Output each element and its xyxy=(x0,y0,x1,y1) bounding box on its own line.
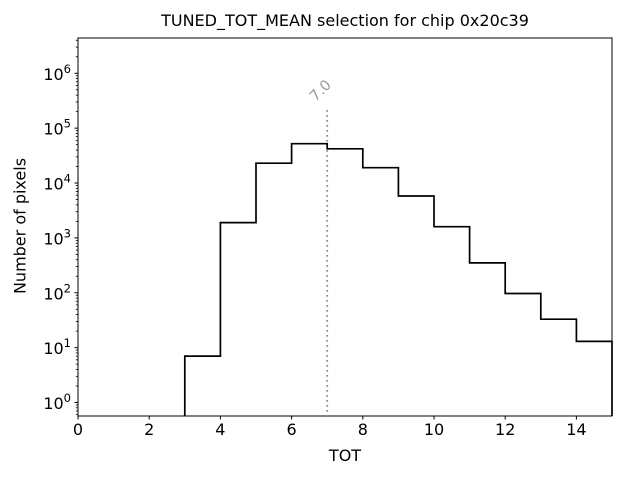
y-tick-label: 103 xyxy=(43,226,71,248)
y-axis-minor-ticks xyxy=(75,39,78,416)
x-tick-label: 8 xyxy=(358,420,368,439)
x-tick-label: 14 xyxy=(566,420,586,439)
x-tick-label: 2 xyxy=(144,420,154,439)
y-tick-label: 101 xyxy=(43,336,71,358)
x-tick-label: 6 xyxy=(287,420,297,439)
x-tick-label: 0 xyxy=(73,420,83,439)
x-axis-ticks: 0 2 4 6 8 10 12 14 xyxy=(73,416,587,439)
histogram-step-line xyxy=(183,142,613,416)
x-tick-label: 10 xyxy=(424,420,444,439)
y-tick-label: 106 xyxy=(43,62,71,84)
y-tick-label: 104 xyxy=(43,172,71,194)
x-tick-label: 12 xyxy=(495,420,515,439)
y-tick-label: 105 xyxy=(43,117,71,139)
x-axis-label: TOT xyxy=(328,446,362,465)
y-axis-ticks: 100 101 102 103 104 105 106 xyxy=(43,62,78,413)
y-tick-label: 100 xyxy=(43,391,71,413)
y-tick-label: 102 xyxy=(43,281,71,303)
axes-frame xyxy=(77,37,613,417)
chart-title: TUNED_TOT_MEAN selection for chip 0x20c3… xyxy=(161,11,529,30)
x-tick-label: 4 xyxy=(215,420,225,439)
